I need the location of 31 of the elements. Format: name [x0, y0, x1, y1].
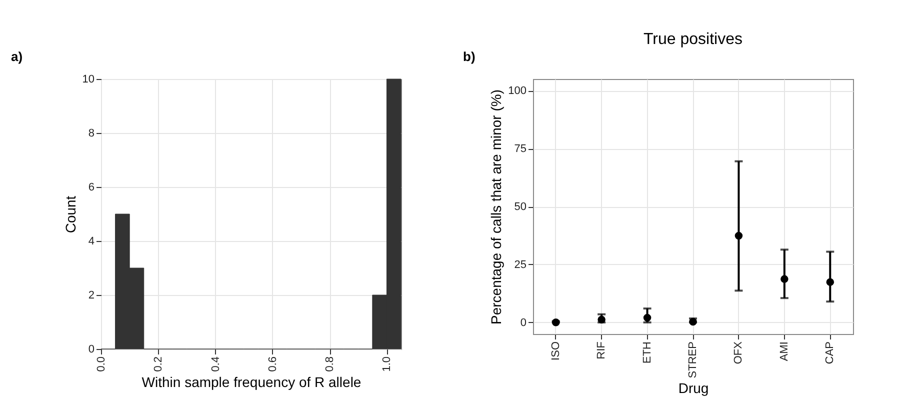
text: a) [11, 49, 23, 64]
y-axis-title: Count [62, 196, 78, 234]
x-tick-label: 0.8 [324, 356, 336, 372]
x-tick-label: ETH [641, 341, 654, 364]
y-tick-label: 75 [514, 143, 526, 156]
chart-title: True positives [644, 31, 742, 48]
y-tick-label: 0 [88, 344, 94, 356]
y-tick-label: 6 [88, 182, 94, 194]
x-tick-label: ISO [550, 341, 562, 360]
text: b) [463, 49, 476, 64]
x-axis-title: Drug [678, 380, 709, 396]
y-tick-label: 2 [88, 290, 94, 302]
x-tick-label: RIF [596, 341, 608, 360]
x-tick-label: 0.0 [96, 356, 108, 372]
x-tick-label: AMI [778, 342, 790, 362]
y-tick-label: 4 [88, 236, 94, 248]
x-axis-title: Within sample frequency of R allele [142, 374, 362, 390]
x-tick-label: CAP [824, 342, 836, 364]
x-tick-label: 0.4 [210, 356, 222, 372]
x-tick-label: OFX [732, 340, 745, 364]
x-tick-label: 0.6 [266, 356, 279, 372]
x-tick-label: 1.0 [381, 356, 394, 372]
y-tick-label: 50 [514, 201, 526, 213]
y-tick-label: 10 [82, 74, 94, 86]
y-tick-label: 0 [520, 316, 526, 329]
x-tick-label: STREP [687, 342, 699, 378]
x-tick-label: 0.2 [152, 356, 165, 372]
y-tick-label: 100 [508, 85, 526, 98]
y-axis-title: Percentage of calls that are minor (%) [488, 90, 504, 324]
y-tick-label: 25 [514, 258, 526, 271]
y-tick-label: 8 [88, 128, 94, 140]
